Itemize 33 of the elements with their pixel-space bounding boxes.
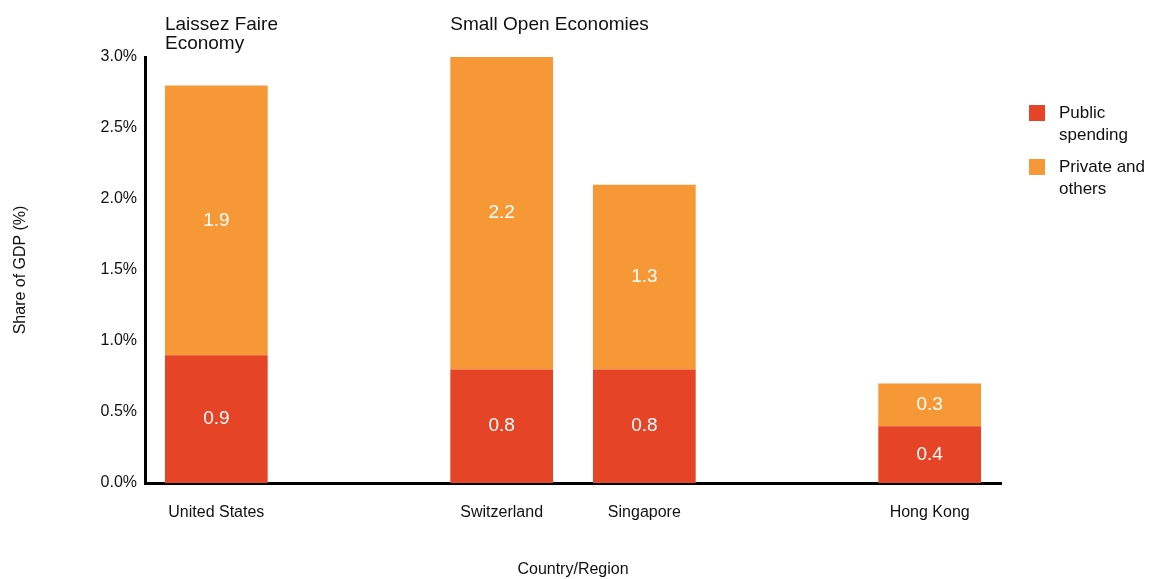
- data-label: 1.3: [631, 265, 658, 287]
- x-tick-label: Singapore: [607, 503, 681, 521]
- bar: [878, 383, 982, 427]
- data-label: 0.8: [631, 414, 658, 436]
- legend-label: Private and others: [1059, 156, 1146, 200]
- text: Small Open Economies: [450, 13, 649, 35]
- data-label: 0.9: [203, 407, 230, 429]
- x-tick-label: Switzerland: [460, 503, 544, 521]
- bar: [592, 369, 696, 483]
- bar: [164, 85, 268, 356]
- y-tick-label: 1.0%: [100, 331, 137, 349]
- data-label: 0.4: [916, 442, 944, 464]
- x-tick-label: Hong Kong: [889, 503, 970, 521]
- bar: [592, 184, 696, 370]
- y-axis-title: Share of GDP (%): [11, 205, 29, 335]
- data-label: 0.3: [916, 393, 943, 415]
- y-tick-label: 1.5%: [100, 260, 137, 278]
- bar: [878, 426, 982, 483]
- y-tick-label: 3.0%: [100, 47, 137, 65]
- bar: [164, 355, 268, 483]
- y-tick-label: 0.5%: [100, 402, 137, 420]
- text: Laissez Faire Economy: [164, 13, 278, 54]
- x-axis-title: Country/Region: [517, 559, 629, 577]
- bar: [450, 57, 554, 370]
- y-tick-label: 0.0%: [100, 473, 137, 491]
- data-label: 2.2: [488, 201, 515, 223]
- y-tick-label: 2.5%: [100, 118, 137, 136]
- x-tick-label: United States: [168, 503, 265, 521]
- data-label: 1.9: [203, 208, 230, 230]
- y-tick-label: 2.0%: [100, 189, 137, 207]
- bar: [450, 369, 554, 483]
- legend-label: Public spending: [1059, 102, 1129, 146]
- data-label: 0.8: [488, 414, 515, 436]
